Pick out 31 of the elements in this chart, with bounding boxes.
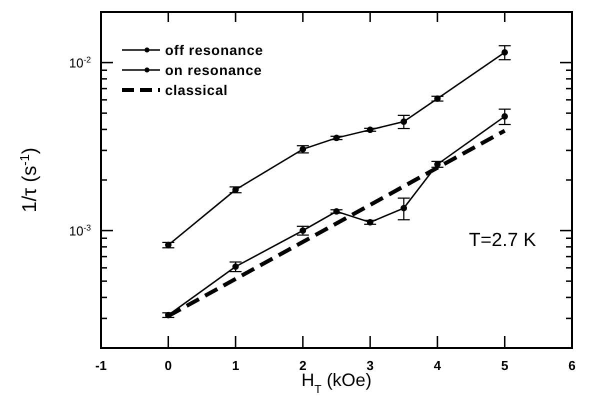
- point: [366, 219, 374, 226]
- y-tick-label: 10$^{-3}$: [69, 222, 92, 239]
- point: [400, 118, 408, 125]
- x-tick-label: 1: [232, 358, 240, 373]
- point: [434, 161, 441, 168]
- x-tick-label: 3: [366, 358, 374, 373]
- legend-label: on resonance: [165, 62, 262, 78]
- y-tick-label: 10$^{-2}$: [69, 54, 92, 71]
- x-tick-label: -1: [95, 358, 107, 373]
- point: [366, 126, 374, 134]
- point: [434, 95, 441, 102]
- x-tick-label: 4: [434, 358, 442, 373]
- x-tick-label: 2: [299, 358, 306, 373]
- point: [501, 113, 508, 120]
- annotation: T=2.7 K: [468, 230, 536, 252]
- legend-label: classical: [165, 82, 228, 98]
- x-axis-title: H$_{T}$ (kOe): [301, 370, 372, 396]
- point: [333, 208, 340, 215]
- point: [165, 242, 172, 248]
- point: [333, 134, 340, 142]
- point: [300, 146, 306, 152]
- point: [300, 227, 306, 234]
- x-tick-label: 6: [568, 358, 576, 373]
- point: [400, 204, 408, 212]
- point: [501, 49, 508, 56]
- point: [232, 186, 239, 193]
- point: [232, 263, 239, 270]
- point: [165, 312, 172, 318]
- legend-label: off resonance: [165, 42, 264, 58]
- x-tick-label: 5: [501, 358, 508, 373]
- x-tick-label: 0: [164, 358, 172, 373]
